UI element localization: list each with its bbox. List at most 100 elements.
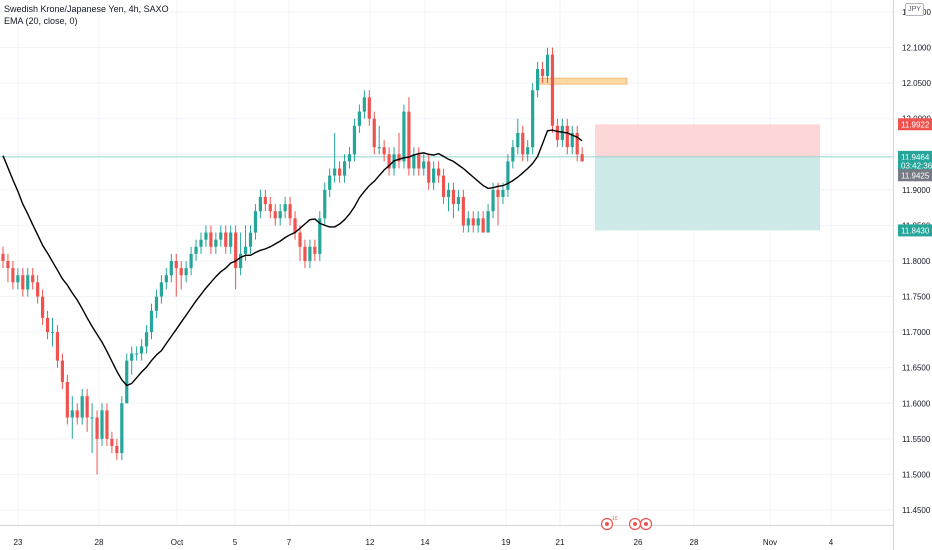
candle-body[interactable]: [486, 211, 490, 233]
candle-body[interactable]: [560, 125, 564, 141]
candle-body[interactable]: [313, 246, 317, 254]
candle-body[interactable]: [219, 232, 223, 240]
candle-body[interactable]: [154, 296, 159, 311]
plot-area[interactable]: [0, 0, 893, 525]
candle-body[interactable]: [135, 353, 139, 355]
candle-body[interactable]: [149, 310, 154, 333]
candle-body[interactable]: [164, 275, 168, 283]
candle-body[interactable]: [80, 396, 84, 418]
candle-body[interactable]: [446, 189, 451, 197]
candle-body[interactable]: [90, 417, 94, 419]
candle-body[interactable]: [234, 232, 238, 269]
candle-body[interactable]: [357, 111, 361, 126]
candle-body[interactable]: [204, 232, 208, 240]
candle-body[interactable]: [526, 147, 530, 155]
candle-body[interactable]: [347, 154, 352, 162]
candle-body[interactable]: [377, 147, 381, 149]
candle-body[interactable]: [209, 232, 213, 247]
candle-body[interactable]: [179, 268, 183, 276]
candle-body[interactable]: [323, 189, 327, 219]
candle-body[interactable]: [60, 360, 64, 382]
candle-body[interactable]: [506, 161, 510, 190]
candle-body[interactable]: [16, 275, 20, 283]
candle-body[interactable]: [456, 196, 460, 205]
candle-body[interactable]: [417, 154, 421, 169]
candle-body[interactable]: [308, 246, 312, 261]
candle-body[interactable]: [555, 125, 559, 141]
candle-body[interactable]: [65, 381, 69, 418]
candle-body[interactable]: [550, 54, 555, 126]
candle-body[interactable]: [258, 196, 262, 212]
candle-body[interactable]: [45, 317, 50, 333]
candle-body[interactable]: [36, 282, 40, 297]
candle-body[interactable]: [278, 211, 282, 219]
event-flag-icon[interactable]: [628, 517, 642, 531]
candle-body[interactable]: [283, 204, 287, 212]
candle-body[interactable]: [342, 161, 347, 176]
candle-body[interactable]: [189, 253, 193, 269]
candle-body[interactable]: [402, 111, 406, 162]
candle-body[interactable]: [466, 218, 470, 226]
candle-body[interactable]: [565, 125, 569, 148]
candle-body[interactable]: [516, 132, 520, 148]
candle-body[interactable]: [531, 90, 535, 148]
candle-body[interactable]: [130, 353, 134, 361]
candle-body[interactable]: [540, 68, 545, 77]
candle-body[interactable]: [461, 196, 465, 226]
candle-body[interactable]: [496, 189, 500, 197]
event-flag-icon[interactable]: [639, 517, 653, 531]
candle-body[interactable]: [412, 154, 416, 169]
candle-body[interactable]: [451, 189, 456, 205]
symbol-title[interactable]: Swedish Krone/Japanese Yen, 4h, SAXO: [4, 4, 169, 14]
candle-body[interactable]: [120, 403, 124, 454]
supply-zone[interactable]: [536, 77, 628, 85]
candle-body[interactable]: [288, 204, 292, 219]
currency-badge[interactable]: JPY: [905, 3, 924, 16]
candle-body[interactable]: [491, 189, 495, 212]
candle-body[interactable]: [521, 132, 525, 155]
candle-body[interactable]: [352, 125, 357, 155]
candle-body[interactable]: [194, 246, 198, 254]
candle-body[interactable]: [248, 232, 253, 247]
candle-body[interactable]: [26, 275, 30, 290]
candle-body[interactable]: [1, 253, 5, 261]
candle-body[interactable]: [159, 282, 163, 297]
candle-body[interactable]: [224, 232, 228, 247]
candle-body[interactable]: [397, 154, 401, 162]
candle-body[interactable]: [367, 97, 371, 119]
candle-body[interactable]: [318, 218, 322, 254]
candle-body[interactable]: [11, 268, 15, 283]
candle-body[interactable]: [372, 118, 376, 148]
candle-body[interactable]: [75, 410, 79, 418]
candle-body[interactable]: [441, 175, 446, 197]
candle-body[interactable]: [229, 232, 233, 247]
candle-body[interactable]: [481, 218, 485, 233]
candle-body[interactable]: [50, 332, 55, 334]
candle-body[interactable]: [432, 168, 436, 183]
candle-body[interactable]: [422, 161, 426, 169]
candle-body[interactable]: [6, 261, 10, 269]
candle-body[interactable]: [511, 147, 515, 162]
candle-body[interactable]: [115, 445, 119, 454]
indicator-label[interactable]: EMA (20, close, 0): [4, 16, 78, 26]
candle-body[interactable]: [263, 196, 267, 205]
candle-body[interactable]: [31, 275, 35, 283]
event-flag-icon[interactable]: 10: [600, 516, 618, 531]
candle-body[interactable]: [184, 268, 188, 276]
candle-body[interactable]: [70, 410, 74, 418]
candle-body[interactable]: [536, 68, 540, 91]
candle-body[interactable]: [427, 161, 431, 183]
candle-body[interactable]: [293, 218, 297, 233]
candle-body[interactable]: [105, 410, 109, 439]
candle-body[interactable]: [303, 246, 307, 261]
candle-body[interactable]: [243, 246, 248, 254]
candle-body[interactable]: [580, 154, 584, 162]
candle-body[interactable]: [362, 97, 366, 112]
candle-body[interactable]: [407, 111, 411, 169]
candle-body[interactable]: [125, 360, 129, 404]
candle-body[interactable]: [476, 218, 480, 226]
candle-body[interactable]: [328, 175, 332, 190]
candle-body[interactable]: [85, 396, 89, 418]
candle-body[interactable]: [199, 239, 203, 247]
